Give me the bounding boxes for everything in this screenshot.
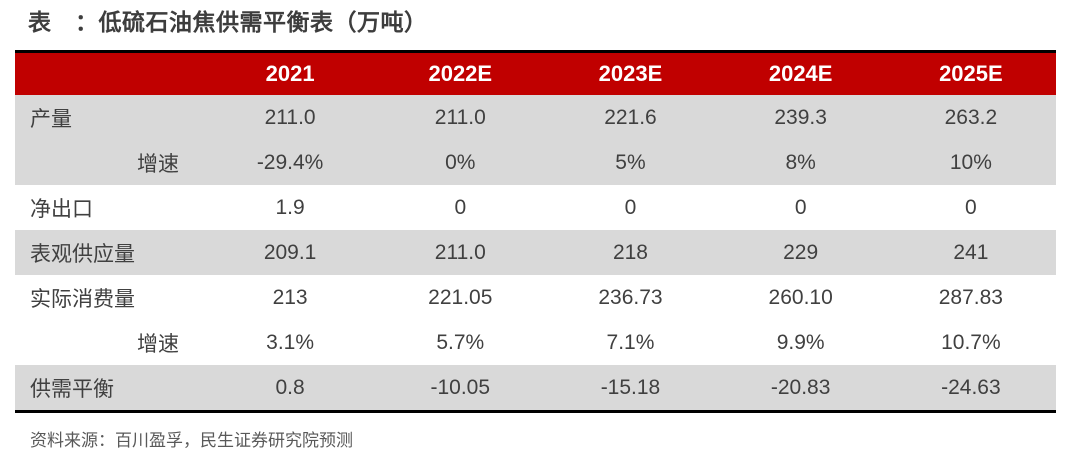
cell-value: 7.1% [606,330,655,354]
cell-value: 229 [783,240,819,264]
cell-value: -15.18 [600,375,661,399]
cell-value: 263.2 [944,105,998,129]
cell-value: 241 [953,240,989,264]
cell-value: -10.05 [430,375,491,399]
cell-value: 260.10 [768,285,833,309]
cell-value: 5% [615,150,646,174]
cell-value: 211.0 [434,105,486,129]
column-header: 2024E [715,51,886,95]
cell-value: 5.7% [436,330,485,354]
report-table-figure: 表 ：低硫石油焦供需平衡表（万吨） 2021 2022E 2023E 2024E 202… [0,7,1068,451]
cell-value: 236.73 [598,285,663,309]
source-note: 资料来源：百川盈孚，民生证券研究院预测 [30,431,353,450]
cell-value: 209.1 [263,240,317,264]
row-label: 净出口 [30,197,93,221]
cell-value: 0% [445,150,476,174]
table-row: 供需平衡 0.8 -10.05 -15.18 -20.83 -24.63 [15,365,1056,412]
cell-value: 0.8 [275,375,305,399]
cell-value: 10.7% [941,330,1001,354]
table-row: 增速 3.1% 5.7% 7.1% 9.9% 10.7% [15,320,1056,365]
column-header: 2025E [885,51,1056,95]
table-row: 净出口 1.9 0 0 0 0 [15,185,1056,230]
table-row: 表观供应量 209.1 211.0 218 229 241 [15,230,1056,275]
cell-value: 1.9 [275,195,305,219]
cell-value: 221.05 [428,285,493,309]
row-label: 表观供应量 [30,242,135,266]
cell-value: 0 [454,195,467,219]
table-row: 增速 -29.4% 0% 5% 8% 10% [15,140,1056,185]
row-label: 增速 [137,332,179,356]
cell-value: 0 [794,195,807,219]
cell-value: 213 [272,285,308,309]
column-header: 2021 [205,51,376,95]
cell-value: 287.83 [938,285,1003,309]
cell-value: 3.1% [266,330,315,354]
cell-value: 221.6 [604,105,657,129]
table-header-row: 2021 2022E 2023E 2024E 2025E [15,51,1056,95]
column-header: 2022E [375,51,546,95]
cell-value: -29.4% [256,150,324,174]
cell-value: 10% [949,150,992,174]
row-label: 供需平衡 [30,377,114,401]
cell-value: 218 [612,240,648,264]
table-title: 表 ：低硫石油焦供需平衡表（万吨） [28,9,428,35]
cell-value: 9.9% [776,330,825,354]
supply-demand-balance-table: 2021 2022E 2023E 2024E 2025E 产量 211.0 211.0 221… [15,50,1056,413]
table-body: 产量 211.0 211.0 221.6 239.3 263.2 增速 -29.4% 0% 5% 8… [15,95,1056,412]
table-row: 实际消费量 213 221.05 236.73 260.10 287.83 [15,275,1056,320]
cell-value: 8% [785,150,816,174]
cell-value: 239.3 [774,105,827,129]
row-label: 实际消费量 [30,287,135,311]
cell-value: -24.63 [941,375,1001,399]
cell-value: 211.0 [434,240,486,264]
cell-value: 211.0 [264,105,316,129]
cell-value: -20.83 [770,375,831,399]
cell-value: 0 [624,195,637,219]
row-label: 增速 [137,152,179,176]
column-header: 2023E [545,51,716,95]
table-row: 产量 211.0 211.0 221.6 239.3 263.2 [15,95,1056,140]
row-label: 产量 [30,107,72,131]
header-corner-cell [15,51,205,95]
cell-value: 0 [965,195,977,219]
